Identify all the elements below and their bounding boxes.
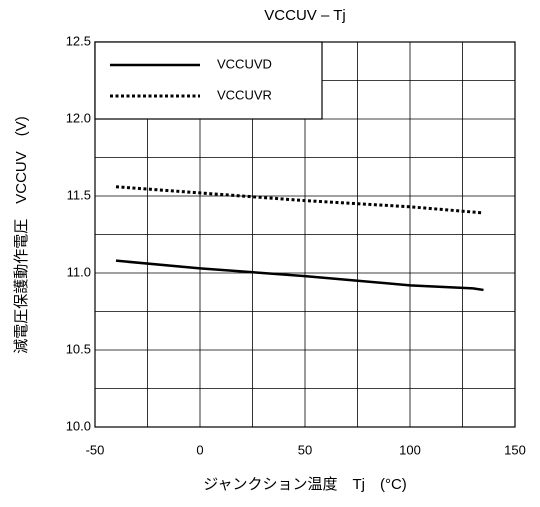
y-tick-label: 12.5 (66, 33, 91, 48)
y-tick-label: 12.0 (66, 110, 91, 125)
y-axis-label: 減電圧保護動作電圧 VCCUV (V) (13, 116, 30, 354)
y-tick-label: 11.5 (67, 187, 91, 202)
x-tick-label: -50 (86, 442, 105, 457)
x-tick-label: 100 (399, 442, 421, 457)
legend-label: VCCUVR (217, 87, 272, 102)
data-line (115, 185, 484, 215)
data-line (115, 259, 484, 292)
x-tick-label: 0 (196, 442, 203, 457)
x-tick-label: 150 (504, 442, 526, 457)
y-tick-label: 10.0 (66, 418, 91, 433)
legend-box (94, 41, 323, 120)
legend-label: VCCUVD (217, 56, 272, 71)
chart-title: VCCUV – Tj (264, 7, 345, 24)
y-tick-label: 10.5 (66, 341, 91, 356)
x-axis-label: ジャンクション温度 Tj (°C) (203, 476, 407, 493)
x-tick-label: 50 (298, 442, 312, 457)
y-tick-label: 11.0 (67, 264, 91, 279)
